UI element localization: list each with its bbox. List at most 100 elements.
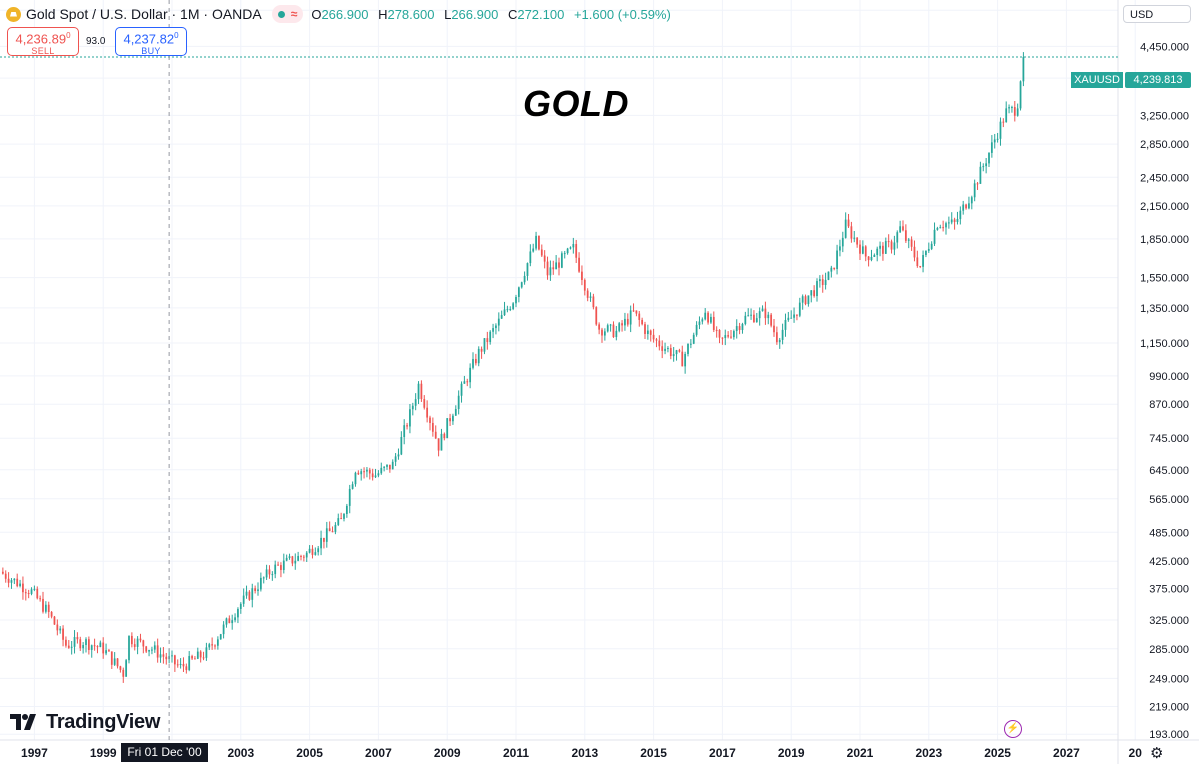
candle-body [317,548,320,553]
symbol-title[interactable]: Gold Spot / U.S. Dollar · 1M · OANDA [26,6,262,22]
candle-body [483,338,486,352]
candle-body [563,253,566,255]
candle-body [191,656,193,659]
candle-body [715,329,718,331]
candle-body [153,645,156,650]
candle-body [558,262,560,268]
candle-body [234,617,236,621]
candle-body [979,166,982,184]
candle-body [431,422,434,432]
candle-body [294,560,297,564]
candle-body [523,275,526,283]
candle-body [280,565,282,570]
candle-body [429,417,431,423]
tradingview-logo[interactable]: TradingView [10,710,160,734]
candle-body [65,639,67,646]
y-tick-label: 2,450.000 [1140,172,1189,184]
candle-body [39,598,42,600]
candle-body [896,232,899,243]
candle-body [285,557,288,561]
candle-body [463,381,466,384]
market-status-pill[interactable]: ≈ [271,5,304,23]
candle-body [216,639,219,646]
candle-body [36,588,39,599]
candle-body [173,655,176,665]
candle-body [182,663,185,667]
candle-body [899,226,902,233]
candle-body [325,528,328,542]
candle-body [125,660,128,677]
candle-body [506,309,509,311]
candle-body [546,261,549,276]
candle-body [867,256,870,261]
y-tick-label: 1,550.000 [1140,273,1189,285]
y-tick-label: 565.000 [1149,494,1189,506]
approx-icon: ≈ [290,7,298,21]
candle-body [142,640,145,647]
candle-body [667,348,669,350]
candle-body [208,644,211,648]
candle-body [589,296,592,298]
candle-body [732,331,735,338]
candle-body [368,469,371,474]
x-tick-label: 1997 [21,746,48,760]
candle-body [910,239,913,247]
tradingview-icon [10,714,36,730]
candle-body [53,616,56,625]
candle-body [489,331,492,343]
candle-body [873,255,876,257]
candle-body [753,314,755,322]
candle-body [423,399,426,408]
candle-body [549,267,552,276]
candle-body [887,241,890,243]
candle-body [727,335,730,337]
candle-body [47,604,50,613]
candle-body [480,348,483,352]
candle-body [890,241,893,250]
candle-body [331,531,334,533]
candle-body [850,226,853,239]
candle-body [472,358,474,368]
candle-body [414,399,417,406]
candle-body [916,257,919,266]
candle-body [965,204,967,209]
lightning-icon[interactable]: ⚡ [1004,720,1022,738]
candle-body [328,528,331,532]
sell-price-sup: 0 [66,31,71,40]
candle-body [211,644,214,646]
candle-body [82,645,85,649]
candle-body [635,310,638,314]
candle-body [830,267,833,272]
candle-body [443,433,446,439]
y-tick-label: 2,850.000 [1140,139,1189,151]
candle-body [136,638,139,647]
candle-body [454,409,457,416]
candle-body [110,651,113,665]
candle-body [755,318,758,322]
buy-button[interactable]: 4,237.820 BUY [115,27,187,56]
candle-body [581,271,583,280]
y-tick-label: 219.000 [1149,702,1189,714]
candle-body [380,467,383,474]
candle-body [730,336,732,338]
candle-body [343,513,345,519]
x-tick-label: 2021 [847,746,874,760]
candle-body [495,325,497,329]
candle-body [30,589,33,594]
candle-body [741,323,744,331]
currency-select[interactable]: USD [1123,5,1191,23]
sell-button[interactable]: 4,236.890 SELL [7,27,79,56]
candle-body [781,329,784,340]
settings-gear-icon[interactable]: ⚙ [1150,745,1164,762]
candle-body [884,241,887,254]
candle-body [615,330,618,338]
candle-body [1005,108,1008,123]
candle-body [664,348,666,351]
candle-body [411,405,414,410]
candle-body [119,666,122,670]
spread-value: 93.0 [86,36,106,47]
candle-body [1013,107,1016,116]
x-tick-label: 1999 [90,746,117,760]
